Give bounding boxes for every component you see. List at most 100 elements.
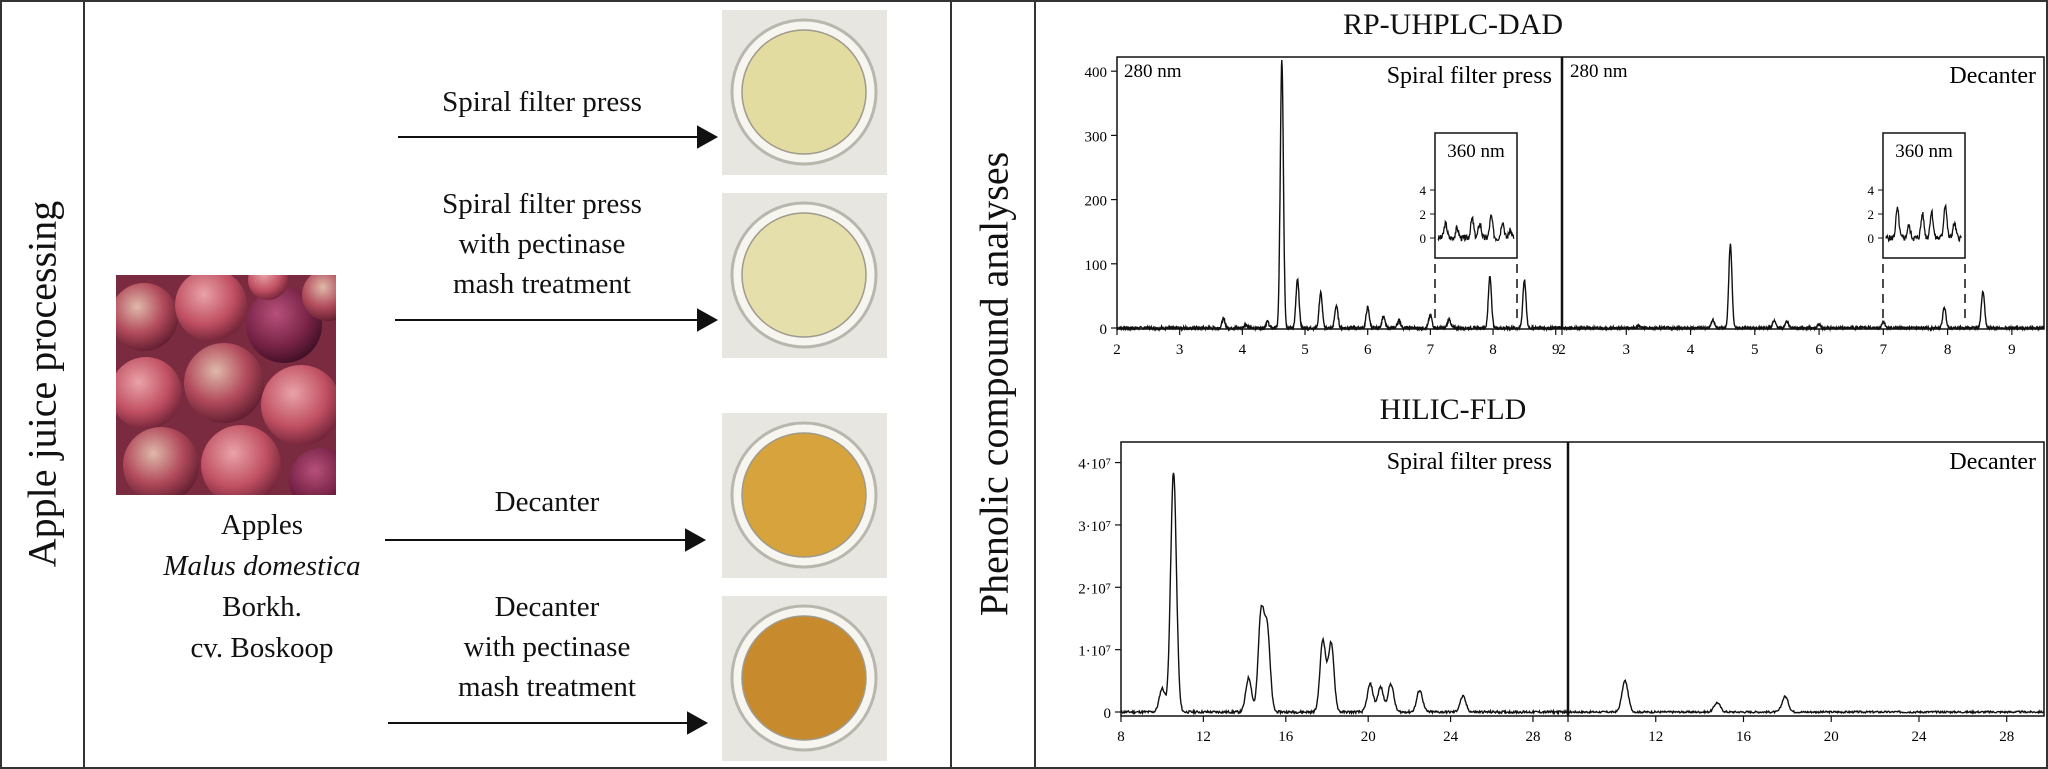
uhplc-x-tick-label-right: 9 [2008,342,2016,358]
uhplc-x-tick-label-left: 4 [1239,342,1247,358]
hilic-x-tick-label-left: 8 [1117,729,1125,745]
uhplc-x-tick-label-right: 5 [1751,342,1759,358]
hilic-trace-spiral-filter-press [1120,472,1569,716]
process-1-label: Spiral filter press [442,82,642,122]
juice-sample [741,432,867,558]
uhplc-y-tick-label: 300 [1085,129,1108,145]
hilic-x-tick-label-left: 28 [1525,729,1540,745]
hilic-y-tick-label: 1·10⁷ [1078,644,1111,660]
inset-y-tick-label: 4 [1420,183,1427,198]
hilic-y-tick-label: 0 [1104,706,1112,722]
hilic-x-tick-label-left: 16 [1278,729,1294,745]
process-4-label: Decanter with pectinase mash treatment [458,587,636,707]
hilic-x-tick-label-right: 24 [1911,729,1927,745]
hilic-x-tick-label-right: 16 [1736,729,1752,745]
hilic-y-tick-label: 3·10⁷ [1078,519,1111,535]
hilic-x-tick-label-left: 20 [1361,729,1376,745]
process-4-line-1: Decanter [494,591,600,623]
hilic-traces [1120,472,2045,716]
uhplc-x-tick-label-left: 5 [1301,342,1309,358]
uhplc-trace-spiral-filter-press [1116,59,1563,333]
juice-photo-4 [722,596,887,761]
hilic-left-method: Spiral filter press [1387,449,1552,475]
apples-photo [116,275,336,495]
uhplc-x-tick-label-right: 7 [1880,342,1888,358]
hilic-title: HILIC-FLD [1379,393,1527,426]
hilic-x-tick-label-right: 12 [1648,729,1663,745]
apples-line-4: cv. Boskoop [190,632,334,664]
hilic-right-method: Decanter [1949,449,2036,475]
uhplc-left-wavelength: 280 nm [1124,61,1182,82]
inset-trace-left [1437,214,1515,243]
process-2-label: Spiral filter press with pectinase mash … [442,184,642,304]
arrow-4-head [687,711,709,735]
inset-y-tick-label: 2 [1420,207,1427,222]
uhplc-right-method: Decanter [1949,63,2036,89]
apples-caption: Apples Malus domestica Borkh. cv. Boskoo… [132,505,392,669]
inset-label-left: 360 nm [1447,141,1505,162]
hilic-y-tick-label: 4·10⁷ [1078,457,1111,473]
juice-photo-2 [722,193,887,358]
uhplc-chromatogram: 280 nm 280 nm Spiral filter press Decant… [1085,56,2045,358]
process-arrows [385,125,719,735]
uhplc-trace-decanter [1561,243,2045,332]
juice-sample [741,29,867,155]
uhplc-x-tick-label-left: 2 [1113,342,1121,358]
process-4-line-3: mash treatment [458,671,636,703]
inset-y-tick-label: 2 [1868,207,1875,222]
uhplc-y-tick-label: 100 [1085,258,1108,274]
apples-line-1: Apples [220,509,304,541]
process-3-label: Decanter [495,482,600,522]
hilic-chromatogram: Spiral filter press Decanter 0 1·10⁷ 2·10⁷… [1078,441,2045,745]
juice-photo-3 [722,413,887,578]
uhplc-x-tick-label-right: 6 [1815,342,1823,358]
arrow-1-head [697,125,719,149]
uhplc-y-tick-label: 0 [1100,322,1108,338]
uhplc-traces [1116,59,2045,333]
uhplc-x-axis: 2 3 4 5 6 7 8 92 3 4 5 6 7 8 9 [1113,329,2016,358]
hilic-x-axis: 8 12 16 20 24 28 8 12 16 20 24 28 [1117,716,2014,745]
process-3-line-1: Decanter [494,486,600,518]
process-4-line-2: with pectinase [463,631,631,663]
inset-label-right: 360 nm [1895,141,1953,162]
inset-trace-right [1885,203,1963,243]
uhplc-x-tick-label-left: 7 [1427,342,1435,358]
hilic-x-tick-label-right: 28 [1999,729,2014,745]
hilic-axes-box [1120,441,2045,717]
inset-y-tick-label: 0 [1420,231,1427,246]
apples-line-2: Malus domestica [163,550,361,582]
process-2-line-1: Spiral filter press [442,188,642,220]
uhplc-x-tick-label-left: 9 [1552,342,1560,358]
uhplc-x-tick-label-right: 3 [1623,342,1631,358]
inset-y-tick-label: 0 [1868,231,1875,246]
phenolic-analyses-title: Phenolic compound analyses [971,151,1017,617]
uhplc-y-tick-label: 400 [1085,65,1108,81]
uhplc-y-tick-label: 200 [1085,194,1108,210]
uhplc-insets: 360 nm 0 2 4 360 nm 0 2 4 [1420,132,1966,324]
uhplc-y-axis: 0 100 200 300 400 [1085,65,1117,338]
uhplc-x-tick-label-left: 3 [1176,342,1184,358]
process-1-line-1: Spiral filter press [442,86,642,118]
apples-illustration [116,275,336,495]
hilic-x-tick-label-right: 20 [1824,729,1839,745]
juice-sample [741,615,867,741]
uhplc-x-tick-label-right: 4 [1687,342,1695,358]
uhplc-x-tick-label-right: 8 [1944,342,1952,358]
uhplc-x-tick-label-left: 8 [1489,342,1497,358]
hilic-y-tick-label: 2·10⁷ [1078,581,1111,597]
hilic-y-axis: 0 1·10⁷ 2·10⁷ 3·10⁷ 4·10⁷ [1078,457,1121,722]
hilic-x-tick-label-right: 8 [1564,729,1572,745]
uhplc-title: RP-UHPLC-DAD [1342,8,1564,41]
inset-y-tick-label: 4 [1868,183,1875,198]
apples-line-3: Borkh. [222,591,302,623]
hilic-x-tick-label-left: 24 [1443,729,1459,745]
uhplc-right-wavelength: 280 nm [1570,61,1628,82]
uhplc-left-method: Spiral filter press [1387,63,1552,89]
juice-photo-1 [722,10,887,175]
uhplc-x-tick-label-left: 6 [1364,342,1372,358]
hilic-x-tick-label-left: 12 [1196,729,1211,745]
arrow-2-head [697,308,719,332]
